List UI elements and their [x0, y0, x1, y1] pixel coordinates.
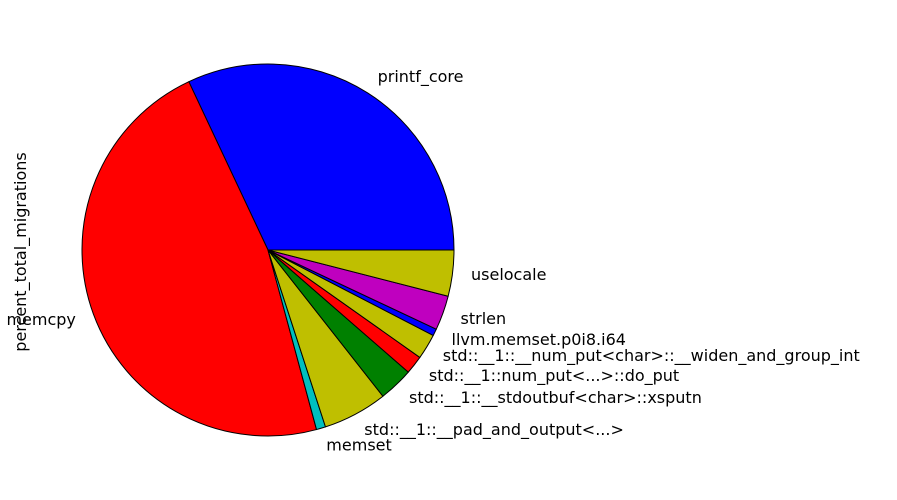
pie-label-std-1-pad-and-output: std::__1::__pad_and_output<...>: [364, 420, 624, 440]
pie-slice-memcpy: [81, 81, 318, 437]
pie-slice-uselocale: [267, 249, 455, 297]
pie-slice-printf-core: [188, 63, 455, 251]
pie-labels: printf_corememcpymemsetstd::__1::__pad_a…: [6, 67, 859, 455]
pie-label-printf-core: printf_core: [378, 67, 464, 87]
pie-label-llvm-memset-p0i8-i64: llvm.memset.p0i8.i64: [452, 330, 626, 349]
pie-slices: [81, 63, 455, 437]
pie-label-std-1-num-put-do-put: std::__1::num_put<...>::do_put: [429, 366, 679, 386]
pie-label-std-1-stdoutbuf-char-xsputn: std::__1::__stdoutbuf<char>::xsputn: [409, 388, 702, 408]
pie-label-uselocale: uselocale: [471, 265, 546, 284]
pie-label-std-1-num-put-char-widen-and-group-int: std::__1::__num_put<char>::__widen_and_g…: [443, 346, 860, 366]
y-axis-label: percent_total_migrations: [11, 152, 31, 351]
pie-label-memset: memset: [326, 436, 391, 455]
pie-label-memcpy: memcpy: [6, 310, 75, 329]
pie-label-strlen: strlen: [461, 309, 507, 328]
